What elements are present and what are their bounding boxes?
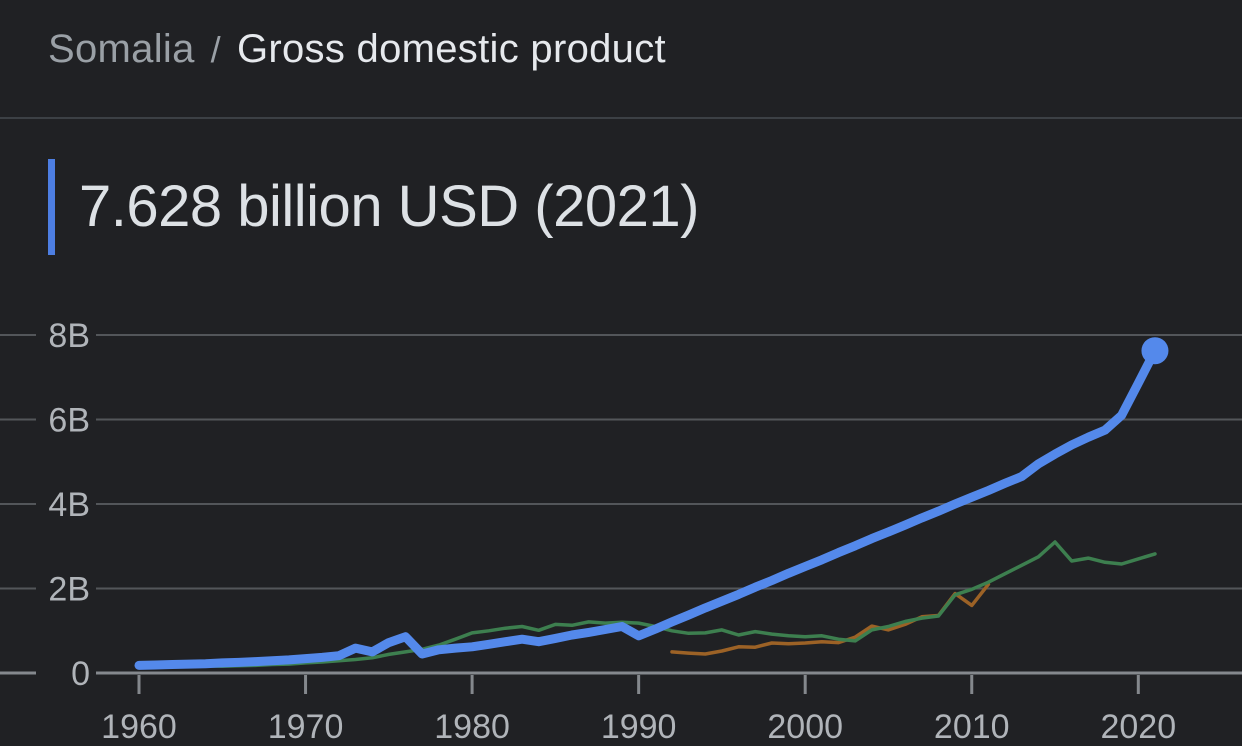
x-axis-label: 2010 — [934, 708, 1010, 746]
chart-header: Somalia / Gross domestic product — [0, 0, 1242, 119]
comparison-orange-line — [670, 582, 991, 656]
x-axis-label: 1970 — [268, 708, 344, 746]
current-value-headline: 7.628 billion USD (2021) — [48, 158, 699, 255]
gdp-line-chart[interactable]: 0 2B 4B 6B 8B 1960 1970 1980 1990 2000 2010 2020 — [0, 285, 1242, 746]
y-label-mask — [36, 485, 96, 523]
y-label-mask — [36, 654, 96, 692]
y-axis-label: 0 — [71, 655, 90, 693]
y-axis-label: 2B — [48, 571, 90, 609]
y-label-mask — [36, 316, 96, 354]
headline-value-text: 7.628 billion USD (2021) — [79, 174, 699, 239]
breadcrumb-location-link[interactable]: Somalia — [48, 27, 195, 71]
breadcrumb-separator: / — [210, 29, 221, 70]
x-axis-label: 2020 — [1100, 708, 1176, 746]
y-label-mask — [36, 569, 96, 608]
x-axis-label: 1980 — [434, 708, 510, 746]
x-axis-label: 1990 — [601, 708, 677, 746]
x-axis-label: 2000 — [767, 708, 843, 746]
y-axis-label: 6B — [48, 402, 90, 440]
x-axis-label: 1960 — [101, 708, 177, 746]
breadcrumb: Somalia / Gross domestic product — [48, 27, 666, 72]
breadcrumb-metric: Gross domestic product — [236, 27, 666, 71]
current-value-dot — [1141, 337, 1169, 365]
comparison-green-line — [137, 540, 1157, 668]
y-axis-label: 4B — [48, 486, 90, 524]
somalia-gdp-line — [134, 346, 1160, 670]
y-label-mask — [36, 400, 96, 439]
headline-accent-bar — [48, 158, 55, 255]
y-axis-label: 8B — [48, 317, 90, 355]
